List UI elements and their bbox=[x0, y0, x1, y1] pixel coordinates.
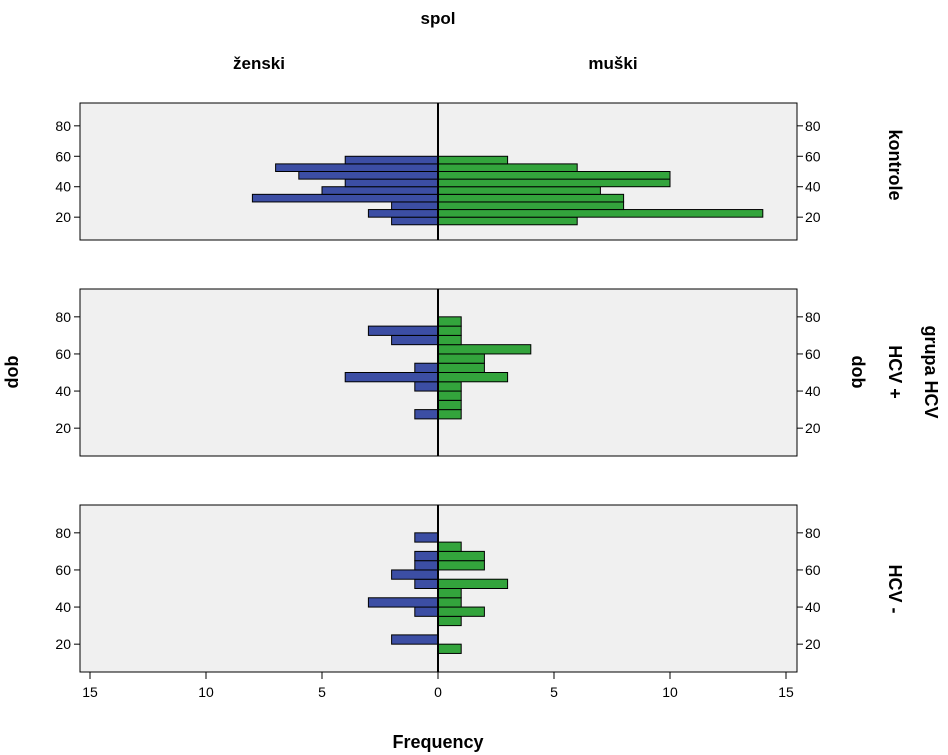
bar-male bbox=[437, 409, 462, 420]
bar-female bbox=[414, 560, 439, 571]
x-tick-label: 10 bbox=[198, 684, 214, 700]
bar-female bbox=[344, 178, 439, 188]
bar-female bbox=[344, 155, 439, 165]
bar-male bbox=[437, 316, 462, 327]
bar-male bbox=[437, 201, 625, 211]
bar-female bbox=[367, 597, 439, 608]
bar-male bbox=[437, 353, 485, 364]
bar-male bbox=[437, 643, 462, 654]
y-tick-label-left: 20 bbox=[55, 420, 71, 436]
y-axis-label-right: dob bbox=[848, 356, 868, 389]
bar-male bbox=[437, 325, 462, 336]
row-panel-label: kontrole bbox=[885, 129, 905, 200]
y-tick-label-left: 20 bbox=[55, 636, 71, 652]
bar-male bbox=[437, 399, 462, 411]
column-label-female: ženski bbox=[233, 54, 285, 73]
y-tick-label-right: 60 bbox=[805, 148, 821, 164]
row-panel-label: HCV + bbox=[885, 345, 905, 399]
panel-1: 20 20 40 40 60 60 80 80 kontrole bbox=[55, 102, 905, 241]
x-axis: 15 10 5 0 5 10 15 bbox=[82, 672, 794, 700]
bar-male bbox=[437, 155, 509, 165]
y-tick-label-left: 40 bbox=[55, 383, 71, 399]
bar-female bbox=[414, 606, 439, 617]
bar-male bbox=[437, 597, 462, 608]
y-tick-label-right: 80 bbox=[805, 525, 821, 541]
y-tick-label-right: 40 bbox=[805, 179, 821, 195]
bar-male bbox=[437, 550, 485, 562]
panels-layer: 20 20 40 40 60 60 80 80 kontrole 20 20 40 40 60 60 80 80… bbox=[55, 102, 905, 673]
bar-female bbox=[298, 171, 439, 180]
y-axis-label-left: dob bbox=[2, 356, 22, 389]
bar-female bbox=[414, 362, 439, 374]
bar-male bbox=[437, 186, 601, 195]
panel-2: 20 20 40 40 60 60 80 80 HCV + bbox=[55, 288, 905, 457]
bar-female bbox=[391, 334, 439, 346]
y-tick-label-right: 20 bbox=[805, 209, 821, 225]
bar-male bbox=[437, 334, 462, 346]
x-tick-label: 15 bbox=[778, 684, 794, 700]
x-tick-label: 15 bbox=[82, 684, 98, 700]
bar-male bbox=[437, 541, 462, 552]
chart-title: spol bbox=[421, 9, 456, 28]
y-tick-label-right: 40 bbox=[805, 599, 821, 615]
bar-female bbox=[391, 634, 439, 645]
y-tick-label-left: 20 bbox=[55, 209, 71, 225]
y-tick-label-right: 60 bbox=[805, 562, 821, 578]
bar-female bbox=[344, 372, 439, 383]
y-tick-label-left: 40 bbox=[55, 179, 71, 195]
bar-female bbox=[367, 209, 439, 218]
bar-male bbox=[437, 344, 532, 355]
y-tick-label-left: 60 bbox=[55, 148, 71, 164]
bar-male bbox=[437, 163, 578, 172]
y-tick-label-right: 80 bbox=[805, 309, 821, 325]
y-tick-label-left: 80 bbox=[55, 309, 71, 325]
bar-female bbox=[251, 193, 439, 203]
row-group-title: grupa HCV bbox=[921, 325, 941, 418]
y-tick-label-right: 80 bbox=[805, 118, 821, 134]
y-tick-label-right: 20 bbox=[805, 420, 821, 436]
bar-male bbox=[437, 588, 462, 599]
bar-female bbox=[391, 216, 439, 226]
bar-male bbox=[437, 606, 485, 617]
y-tick-label-left: 80 bbox=[55, 525, 71, 541]
column-label-male: muški bbox=[588, 54, 637, 73]
bar-male bbox=[437, 390, 462, 401]
bar-female bbox=[414, 409, 439, 420]
bar-male bbox=[437, 381, 462, 392]
x-axis-label: Frequency bbox=[392, 732, 483, 752]
bar-female bbox=[321, 186, 439, 195]
bar-male bbox=[437, 578, 509, 590]
y-tick-label-left: 60 bbox=[55, 346, 71, 362]
y-tick-label-left: 40 bbox=[55, 599, 71, 615]
y-tick-label-right: 40 bbox=[805, 383, 821, 399]
y-tick-label-right: 20 bbox=[805, 636, 821, 652]
y-tick-label-left: 60 bbox=[55, 562, 71, 578]
row-panel-label: HCV - bbox=[885, 565, 905, 614]
bar-female bbox=[391, 201, 439, 211]
bar-male bbox=[437, 216, 578, 226]
x-tick-label: 10 bbox=[662, 684, 678, 700]
bar-female bbox=[414, 532, 439, 543]
bar-female bbox=[391, 569, 439, 580]
bar-male bbox=[437, 372, 509, 383]
bar-female bbox=[414, 381, 439, 392]
y-tick-label-left: 80 bbox=[55, 118, 71, 134]
bar-male bbox=[437, 171, 671, 180]
panel-3: 20 20 40 40 60 60 80 80 HCV - bbox=[55, 504, 905, 673]
bar-female bbox=[414, 550, 439, 562]
x-tick-label: 5 bbox=[318, 684, 326, 700]
bar-female bbox=[414, 578, 439, 590]
bar-female bbox=[275, 163, 439, 172]
x-tick-label: 5 bbox=[550, 684, 558, 700]
bar-male bbox=[437, 615, 462, 627]
bar-male bbox=[437, 362, 485, 374]
bar-male bbox=[437, 193, 625, 203]
bar-male bbox=[437, 209, 764, 218]
bar-male bbox=[437, 560, 485, 571]
y-tick-label-right: 60 bbox=[805, 346, 821, 362]
x-tick-label: 0 bbox=[434, 684, 442, 700]
bar-male bbox=[437, 178, 671, 188]
bar-female bbox=[367, 325, 439, 336]
